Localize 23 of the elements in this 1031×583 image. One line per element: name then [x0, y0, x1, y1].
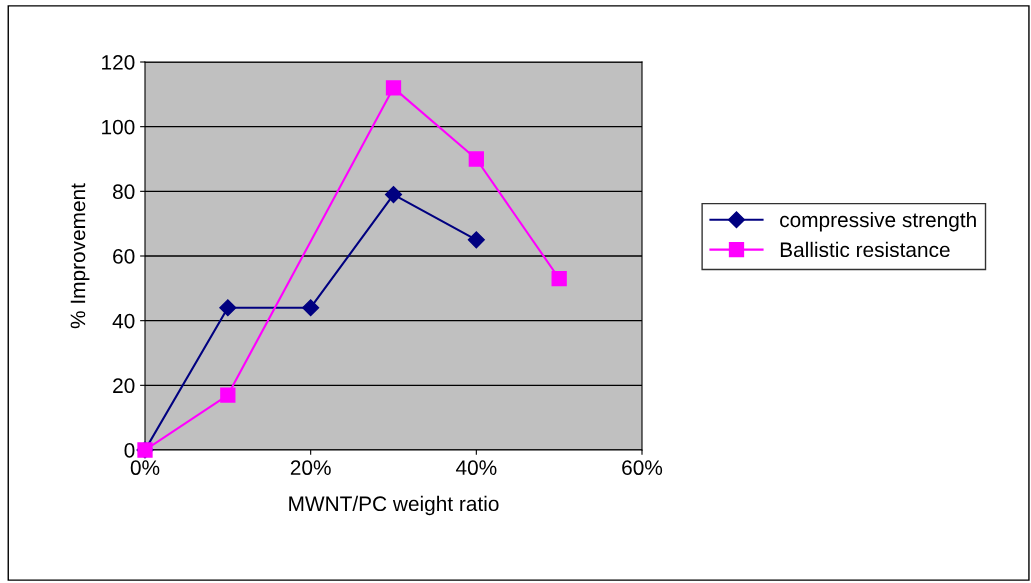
- y-tick-label: 60: [113, 249, 135, 264]
- point: [384, 186, 403, 204]
- legend-label: Ballistic resistance: [780, 241, 950, 258]
- y-tick-label: 40: [112, 313, 135, 329]
- y-tick-label: 100: [102, 119, 135, 135]
- x-tick-label: 60%: [622, 460, 663, 476]
- y-tick-label: 0: [124, 443, 135, 458]
- point: [219, 299, 237, 317]
- x-axis-title: MWNT/PC weight ratio: [289, 495, 499, 516]
- point: [385, 80, 402, 96]
- point: [302, 299, 320, 317]
- point: [551, 270, 567, 287]
- legend-label: compressive strength: [780, 211, 976, 232]
- x-tick-label: 20%: [290, 460, 331, 476]
- y-axis-title: % Improvement: [70, 183, 90, 329]
- x-tick-label: 40%: [455, 460, 497, 476]
- point: [468, 151, 484, 167]
- point: [220, 387, 236, 403]
- y-tick-label: 20: [113, 378, 135, 394]
- x-tick-label: 0%: [130, 460, 160, 476]
- y-tick-label: 80: [113, 184, 135, 200]
- point: [467, 231, 485, 249]
- y-tick-label: 120: [102, 55, 135, 70]
